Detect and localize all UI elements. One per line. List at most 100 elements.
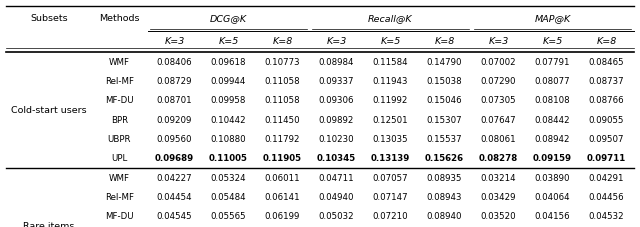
Text: 0.10345: 0.10345 (317, 154, 356, 163)
Text: 0.09560: 0.09560 (157, 135, 192, 144)
Text: 0.08737: 0.08737 (589, 77, 625, 86)
Text: 0.09159: 0.09159 (533, 154, 572, 163)
Text: K=8: K=8 (435, 37, 454, 46)
Text: 0.09618: 0.09618 (211, 57, 246, 67)
Text: 0.09689: 0.09689 (155, 154, 194, 163)
Text: UPL: UPL (111, 154, 127, 163)
Text: 0.15038: 0.15038 (427, 77, 462, 86)
Text: DCG@K: DCG@K (210, 14, 247, 23)
Text: 0.15307: 0.15307 (427, 116, 462, 125)
Text: Subsets: Subsets (30, 14, 68, 23)
Text: 0.04454: 0.04454 (157, 193, 193, 202)
Text: 0.05324: 0.05324 (211, 174, 246, 183)
Text: 0.07210: 0.07210 (372, 212, 408, 221)
Text: 0.06199: 0.06199 (265, 212, 300, 221)
Text: Cold-start users: Cold-start users (11, 106, 86, 115)
Text: 0.03429: 0.03429 (481, 193, 516, 202)
Text: 0.13139: 0.13139 (371, 154, 410, 163)
Text: 0.08442: 0.08442 (535, 116, 570, 125)
Text: K=5: K=5 (543, 37, 563, 46)
Text: 0.05032: 0.05032 (319, 212, 355, 221)
Text: 0.11905: 0.11905 (263, 154, 302, 163)
Text: K=8: K=8 (596, 37, 617, 46)
Text: 0.11450: 0.11450 (265, 116, 300, 125)
Text: 0.11584: 0.11584 (372, 57, 408, 67)
Text: 0.09892: 0.09892 (319, 116, 354, 125)
Text: K=3: K=3 (488, 37, 509, 46)
Text: K=8: K=8 (273, 37, 292, 46)
Text: 0.12501: 0.12501 (372, 116, 408, 125)
Text: 0.08701: 0.08701 (157, 96, 193, 105)
Text: K=5: K=5 (380, 37, 401, 46)
Text: 0.08278: 0.08278 (479, 154, 518, 163)
Text: 0.09507: 0.09507 (589, 135, 625, 144)
Text: 0.09337: 0.09337 (319, 77, 355, 86)
Text: 0.10773: 0.10773 (265, 57, 300, 67)
Text: 0.08935: 0.08935 (427, 174, 462, 183)
Text: 0.07057: 0.07057 (372, 174, 408, 183)
Text: 0.07647: 0.07647 (481, 116, 516, 125)
Text: K=3: K=3 (164, 37, 185, 46)
Text: 0.04291: 0.04291 (589, 174, 625, 183)
Text: 0.08729: 0.08729 (157, 77, 192, 86)
Text: 0.07290: 0.07290 (481, 77, 516, 86)
Text: 0.04545: 0.04545 (157, 212, 193, 221)
Text: 0.08942: 0.08942 (535, 135, 570, 144)
Text: 0.09944: 0.09944 (211, 77, 246, 86)
Text: Rel-MF: Rel-MF (105, 77, 134, 86)
Text: 0.15046: 0.15046 (427, 96, 462, 105)
Text: 0.03890: 0.03890 (535, 174, 570, 183)
Text: Recall@K: Recall@K (368, 14, 413, 23)
Text: 0.03214: 0.03214 (481, 174, 516, 183)
Text: 0.15626: 0.15626 (425, 154, 464, 163)
Text: 0.08984: 0.08984 (319, 57, 355, 67)
Text: 0.11992: 0.11992 (373, 96, 408, 105)
Text: 0.07147: 0.07147 (372, 193, 408, 202)
Text: 0.08061: 0.08061 (481, 135, 516, 144)
Text: WMF: WMF (109, 174, 130, 183)
Text: MAP@K: MAP@K (534, 14, 571, 23)
Text: 0.08108: 0.08108 (535, 96, 570, 105)
Text: 0.08077: 0.08077 (535, 77, 570, 86)
Text: 0.09055: 0.09055 (589, 116, 625, 125)
Text: 0.09958: 0.09958 (211, 96, 246, 105)
Text: Methods: Methods (99, 14, 140, 23)
Text: 0.04940: 0.04940 (319, 193, 355, 202)
Text: 0.03520: 0.03520 (481, 212, 516, 221)
Text: 0.10442: 0.10442 (211, 116, 246, 125)
Text: 0.04456: 0.04456 (589, 193, 625, 202)
Text: WMF: WMF (109, 57, 130, 67)
Text: 0.07002: 0.07002 (481, 57, 516, 67)
Text: 0.04711: 0.04711 (319, 174, 355, 183)
Text: 0.10880: 0.10880 (211, 135, 246, 144)
Text: 0.04227: 0.04227 (157, 174, 193, 183)
Text: 0.11058: 0.11058 (265, 77, 300, 86)
Text: 0.09306: 0.09306 (319, 96, 355, 105)
Text: 0.08943: 0.08943 (427, 193, 462, 202)
Text: 0.11943: 0.11943 (373, 77, 408, 86)
Text: 0.05565: 0.05565 (211, 212, 246, 221)
Text: 0.09209: 0.09209 (157, 116, 192, 125)
Text: 0.14790: 0.14790 (427, 57, 462, 67)
Text: UBPR: UBPR (108, 135, 131, 144)
Text: Rare items: Rare items (23, 222, 74, 227)
Text: 0.11792: 0.11792 (265, 135, 300, 144)
Text: 0.04064: 0.04064 (535, 193, 570, 202)
Text: 0.15537: 0.15537 (427, 135, 462, 144)
Text: 0.08940: 0.08940 (427, 212, 462, 221)
Text: 0.13035: 0.13035 (372, 135, 408, 144)
Text: 0.08406: 0.08406 (157, 57, 193, 67)
Text: 0.11005: 0.11005 (209, 154, 248, 163)
Text: K=3: K=3 (326, 37, 347, 46)
Text: 0.06011: 0.06011 (265, 174, 300, 183)
Text: 0.04156: 0.04156 (535, 212, 570, 221)
Text: 0.04532: 0.04532 (589, 212, 625, 221)
Text: 0.07305: 0.07305 (481, 96, 516, 105)
Text: 0.11058: 0.11058 (265, 96, 300, 105)
Text: 0.06141: 0.06141 (265, 193, 300, 202)
Text: 0.10230: 0.10230 (319, 135, 355, 144)
Text: BPR: BPR (111, 116, 128, 125)
Text: MF-DU: MF-DU (105, 212, 134, 221)
Text: 0.08766: 0.08766 (589, 96, 625, 105)
Text: K=5: K=5 (218, 37, 239, 46)
